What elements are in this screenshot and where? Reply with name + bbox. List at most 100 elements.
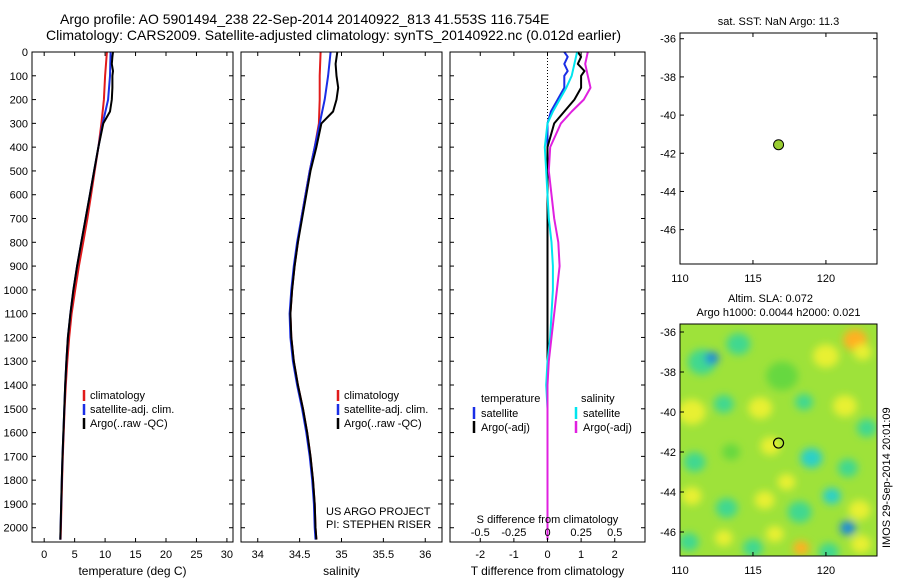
depth-tick-label: 1400 — [4, 380, 28, 392]
salinity-tick-label: 34.5 — [289, 549, 310, 561]
sla-anomaly-blob-6 — [853, 343, 872, 361]
diff-s-tick-label: 0 — [544, 527, 550, 539]
sla-map-lat-label: -40 — [660, 407, 676, 419]
sla-anomaly-blob-11 — [832, 395, 857, 417]
sla-map-subtitle: Argo h1000: 0.0044 h2000: 0.021 — [697, 307, 861, 319]
diff-t-tick-label: -1 — [509, 549, 519, 561]
sla-anomaly-blob-21 — [754, 491, 775, 509]
sla-anomaly-blob-9 — [748, 397, 773, 419]
sst-map-lon-label: 115 — [744, 273, 762, 285]
depth-tick-label: 1300 — [4, 356, 28, 368]
sla-map-lat-label: -42 — [660, 447, 676, 459]
diff-line-t-argo — [546, 51, 586, 540]
figure-title-line2: Climatology: CARS2009. Satellite-adjuste… — [46, 27, 622, 43]
diff-line-t-satellite — [546, 51, 569, 540]
salinity-tick-label: 36 — [419, 549, 431, 561]
sla-anomaly-blob-29 — [793, 540, 810, 556]
diff-t-tick-label: -2 — [475, 549, 485, 561]
sla-anomaly-blob-12 — [856, 419, 877, 437]
sla-anomaly-blob-31 — [850, 535, 871, 553]
sla-anomaly-blob-8 — [713, 395, 734, 413]
sla-map-frame — [679, 323, 878, 557]
sla-anomaly-blob-30 — [818, 543, 839, 556]
figure-title-line1: Argo profile: AO 5901494_238 22-Sep-2014… — [60, 11, 550, 27]
profile-panel-frame-2 — [449, 51, 646, 543]
sla-anomaly-blob-19 — [681, 487, 702, 505]
depth-tick-label: 1100 — [4, 309, 28, 321]
legend-entry-2: Argo(..raw -QC) — [344, 418, 422, 430]
diff-s-axis-label: S difference from climatology — [477, 514, 619, 526]
depth-tick-label: 400 — [10, 142, 28, 154]
diff-t-tick-label: 1 — [578, 549, 584, 561]
sla-anomaly-blob-17 — [837, 459, 858, 477]
temperature-tick-label: 15 — [129, 549, 141, 561]
profile-panel-frame-1 — [240, 51, 443, 543]
sst-map-lat-label: -42 — [660, 148, 676, 160]
depth-tick-label: 1000 — [4, 285, 28, 297]
depth-tick-label: 800 — [10, 237, 28, 249]
sla-anomaly-blob-22 — [787, 501, 812, 523]
depth-tick-label: 1800 — [4, 475, 28, 487]
diff-t-axis-label: T difference from climatology — [471, 564, 625, 578]
diff-s-tick-label: 0.25 — [570, 527, 591, 539]
diff-line-s-argo — [546, 51, 592, 540]
depth-tick-label: 600 — [10, 190, 28, 202]
legend-entry-0: satellite — [481, 408, 518, 420]
sla-anomaly-blob-7 — [680, 399, 706, 425]
diff-s-tick-label: -0.5 — [471, 527, 490, 539]
legend-entry-0: climatology — [344, 390, 400, 402]
sla-anomaly-blob-18 — [777, 473, 796, 491]
temperature-tick-label: 0 — [41, 549, 47, 561]
legend-entry-1: satellite-adj. clim. — [90, 404, 174, 416]
salinity-tick-label: 35 — [335, 549, 347, 561]
sst-map-lat-label: -46 — [660, 225, 676, 237]
sla-anomaly-blob-4 — [812, 344, 839, 368]
sst-map-lat-label: -38 — [660, 72, 676, 84]
sla-map-lon-label: 120 — [817, 565, 835, 577]
sst-map-lat-label: -40 — [660, 110, 676, 122]
depth-tick-label: 100 — [10, 71, 28, 83]
depth-tick-label: 0 — [22, 47, 28, 59]
sla-anomaly-blob-23 — [822, 487, 841, 505]
depth-tick-label: 300 — [10, 118, 28, 130]
sla-map-lon-label: 115 — [744, 565, 762, 577]
temperature-tick-label: 30 — [221, 549, 233, 561]
pi-annotation: PI: STEPHEN RISER — [326, 519, 431, 531]
depth-tick-label: 1200 — [4, 332, 28, 344]
salinity-tick-label: 34 — [252, 549, 264, 561]
depth-tick-label: 900 — [10, 261, 28, 273]
depth-tick-label: 1700 — [4, 451, 28, 463]
profile-panel-frame-0 — [31, 51, 234, 543]
project-annotation: US ARGO PROJECT — [326, 506, 431, 518]
depth-tick-label: 700 — [10, 214, 28, 226]
diff-t-tick-label: 0 — [544, 549, 550, 561]
sla-anomaly-blob-13 — [683, 452, 706, 472]
sla-map-lon-label: 110 — [671, 565, 689, 577]
depth-tick-label: 1500 — [4, 404, 28, 416]
sla-anomaly-blob-10 — [795, 393, 814, 411]
argo-float-marker — [773, 139, 785, 151]
sla-map-lat-label: -36 — [660, 327, 676, 339]
sla-anomaly-blob-20 — [715, 498, 738, 518]
sla-anomaly-blob-25 — [680, 533, 699, 551]
legend-entry-3: Argo(-adj) — [583, 422, 632, 434]
legend-header-temperature: temperature — [481, 393, 540, 405]
temperature-tick-label: 10 — [99, 549, 111, 561]
depth-tick-label: 500 — [10, 166, 28, 178]
sla-map-lat-label: -38 — [660, 367, 676, 379]
diff-s-tick-label: 0.5 — [607, 527, 622, 539]
sla-field — [680, 329, 877, 556]
sla-map-title: Altim. SLA: 0.072 — [728, 293, 813, 305]
temperature-line-climatology — [59, 51, 108, 540]
sst-map-lon-label: 110 — [671, 273, 689, 285]
depth-tick-label: 2000 — [4, 523, 28, 535]
diff-t-tick-label: 2 — [612, 549, 618, 561]
sla-anomaly-blob-26 — [714, 529, 733, 547]
salinity-line-satellite — [288, 51, 332, 540]
sla-anomaly-blob-24 — [848, 500, 871, 520]
sla-map-lat-label: -46 — [660, 527, 676, 539]
sla-anomaly-blob-32 — [839, 520, 856, 536]
sla-anomaly-blob-16 — [800, 448, 823, 468]
temperature-tick-label: 25 — [190, 549, 202, 561]
sst-map-lat-label: -44 — [660, 186, 676, 198]
